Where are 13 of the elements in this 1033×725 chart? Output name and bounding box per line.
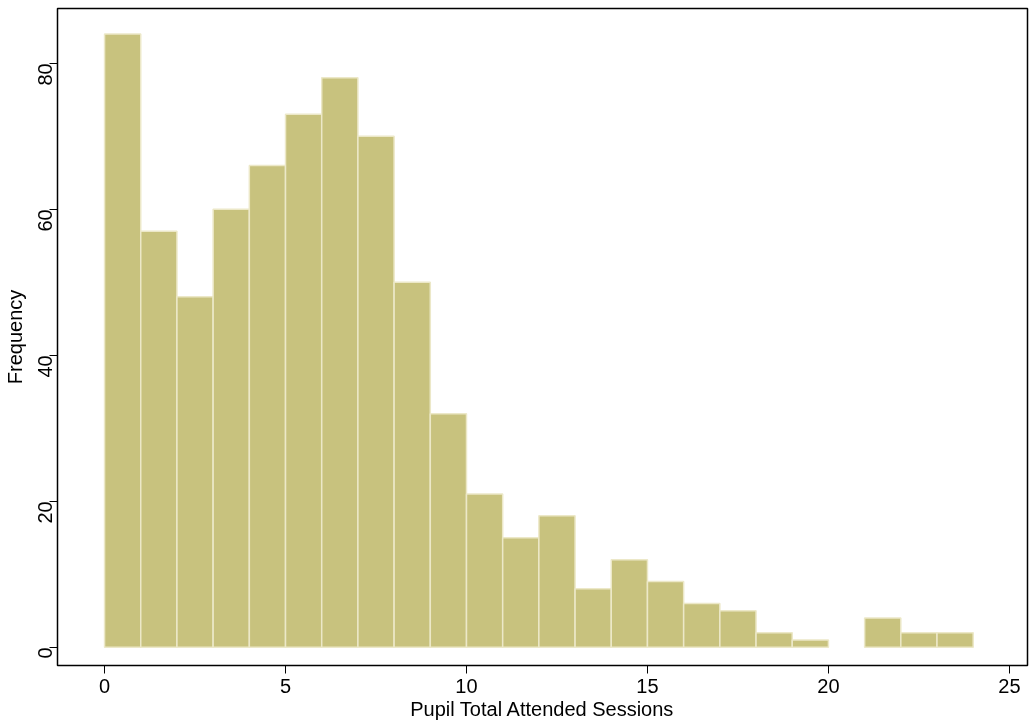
x-tick-label: 15 xyxy=(636,674,659,697)
x-tick-label: 25 xyxy=(998,674,1021,697)
y-axis-title: Frequency xyxy=(3,289,26,385)
x-tick-label: 0 xyxy=(98,674,111,697)
y-tick-label: 80 xyxy=(33,63,56,86)
x-tick-label: 10 xyxy=(455,674,478,697)
y-tick-label: 20 xyxy=(33,501,56,524)
x-axis-title: Pupil Total Attended Sessions xyxy=(410,697,674,720)
x-tick-label: 20 xyxy=(817,674,840,697)
y-tick-label: 0 xyxy=(33,647,56,659)
x-tick-label: 5 xyxy=(279,674,292,697)
y-tick-label: 60 xyxy=(33,209,56,232)
y-tick-label: 40 xyxy=(33,355,56,378)
